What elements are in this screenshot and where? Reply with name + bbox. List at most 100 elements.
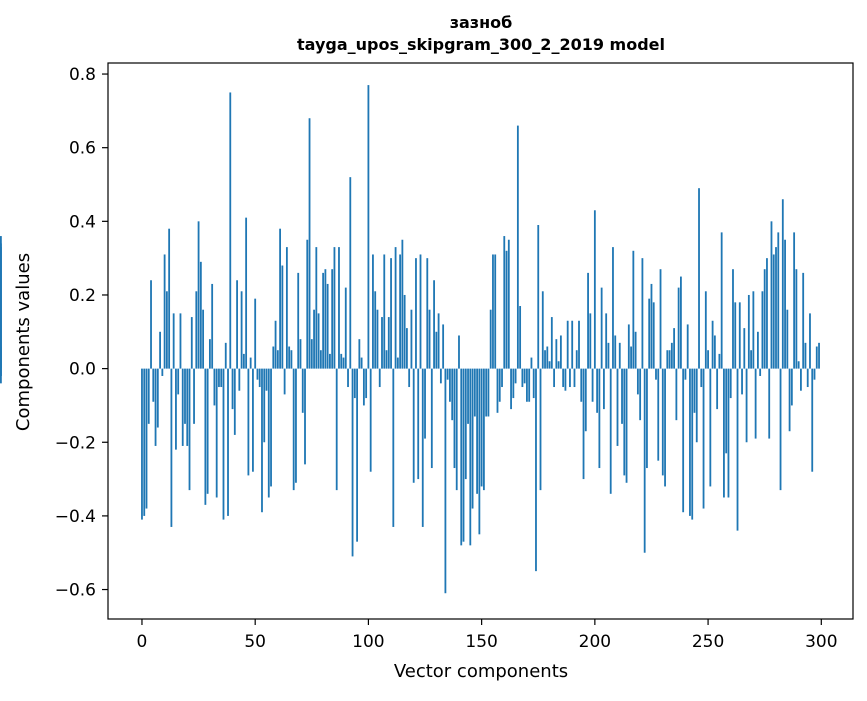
bar-component-262: [734, 302, 737, 369]
bar-component-66: [290, 350, 293, 369]
bar-component-200: [593, 210, 596, 369]
bar-component-38: [227, 368, 229, 516]
bar-component-117: [406, 328, 408, 369]
bar-component-108: [385, 350, 388, 369]
bar-component-132: [439, 368, 442, 384]
bar-component-155: [492, 254, 494, 369]
y-tick-label: 0.8: [69, 65, 96, 85]
bar-component-149: [478, 368, 481, 535]
bar-component-159: [501, 368, 503, 388]
bar-component-220: [639, 368, 642, 421]
chart-title: зазноб: [450, 13, 513, 32]
bar-component-60: [276, 350, 279, 369]
bar-component-32: [213, 368, 216, 406]
bar-component-70: [299, 339, 302, 369]
bar-component-211: [618, 342, 621, 369]
bar-component-288: [793, 232, 796, 369]
bar-component-295: [809, 313, 811, 369]
bar-component-154: [489, 309, 492, 369]
bar-component-47: [247, 368, 250, 476]
bar-component-283: [781, 199, 784, 369]
bar-component-85: [333, 247, 336, 369]
bar-component-74: [308, 118, 311, 369]
bar-component-73: [306, 239, 309, 369]
bar-component-26: [199, 261, 202, 369]
bar-component-271: [754, 368, 757, 439]
bar-component-278: [770, 221, 773, 369]
bar-component-34: [218, 368, 220, 388]
bar-component-176: [539, 368, 542, 491]
bar-component-196: [584, 368, 587, 432]
bar-component-83: [329, 353, 331, 369]
x-tick-label: 250: [692, 632, 724, 652]
bar-component-166: [516, 125, 519, 369]
bar-component-121: [415, 258, 417, 369]
bar-component-243: [691, 368, 694, 520]
bar-component-212: [621, 368, 623, 424]
bar-component-143: [464, 368, 467, 480]
bar-component-268: [747, 294, 750, 369]
bar-component-80: [322, 272, 325, 369]
bar-component-135: [446, 368, 449, 380]
bar-component-78: [317, 313, 320, 369]
bar-component-292: [802, 272, 805, 369]
bar-component-45: [242, 353, 245, 369]
bar-component-269: [750, 350, 752, 369]
bar-component-192: [575, 350, 578, 369]
bar-component-156: [494, 254, 497, 369]
bar-component-187: [564, 368, 567, 391]
bar-component-258: [725, 368, 728, 454]
bar-component-50: [254, 298, 257, 369]
bar-component-284: [784, 239, 786, 369]
bar-component-undefined: [0, 368, 2, 384]
bar-component-273: [759, 368, 762, 376]
bar-component-129: [433, 280, 435, 369]
bar-component-126: [426, 258, 429, 369]
bar-component-0: [141, 368, 143, 520]
bar-component-285: [786, 309, 789, 369]
bar-component-147: [473, 368, 476, 417]
bar-component-33: [215, 368, 218, 498]
bar-component-191: [573, 368, 576, 388]
bar-component-55: [265, 368, 268, 391]
bar-component-5: [152, 368, 155, 402]
bar-component-43: [238, 368, 241, 391]
bar-component-167: [519, 306, 522, 369]
bar-component-171: [528, 368, 531, 402]
bar-component-71: [301, 368, 304, 413]
bar-component-264: [738, 302, 741, 369]
y-tick-label: 0.4: [69, 212, 96, 232]
bar-component-97: [360, 357, 363, 369]
bar-component-89: [342, 357, 345, 369]
y-tick-label: 0.0: [69, 360, 96, 380]
bar-component-124: [421, 368, 424, 527]
bar-component-39: [229, 92, 232, 369]
x-tick-label: 300: [805, 632, 837, 652]
bar-component-37: [224, 342, 227, 369]
bar-component-240: [684, 368, 687, 380]
y-tick-label: −0.6: [55, 581, 96, 601]
bar-component-177: [541, 291, 544, 369]
bar-component-35: [220, 368, 223, 388]
bar-component-10: [163, 254, 166, 369]
bar-component-163: [510, 368, 512, 410]
bar-component-299: [818, 342, 820, 369]
bar-component-61: [279, 228, 281, 369]
y-tick-label: −0.4: [55, 507, 96, 527]
bar-component-190: [571, 320, 574, 369]
bar-component-81: [324, 269, 327, 369]
bar-component-67: [292, 368, 295, 491]
bar-component-207: [609, 368, 612, 494]
x-tick-label: 200: [579, 632, 611, 652]
bar-component-100: [367, 85, 370, 369]
bar-component-178: [544, 350, 546, 369]
bar-component-165: [514, 368, 517, 384]
bar-component-205: [605, 313, 608, 369]
bar-component-267: [745, 368, 748, 443]
bar-component-20: [186, 368, 189, 446]
bar-component-230: [661, 368, 664, 476]
bar-component-228: [657, 368, 660, 461]
bar-component-2: [145, 368, 148, 509]
